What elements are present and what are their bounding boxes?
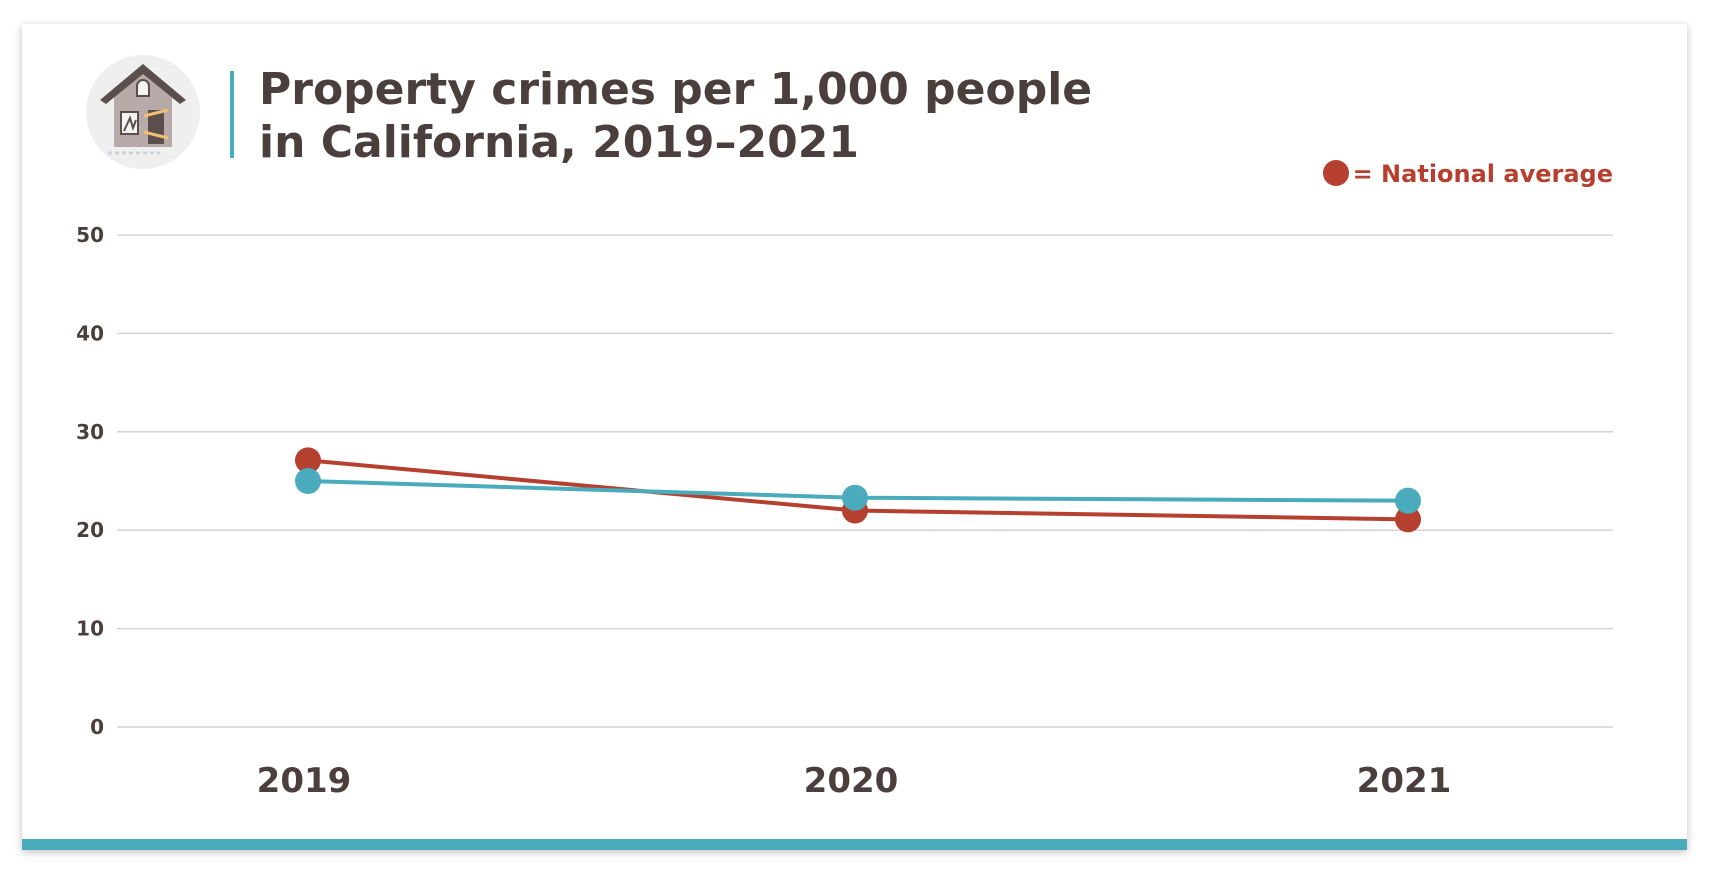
point-national-2019 <box>295 447 321 474</box>
chart-title-line-2: in California, 2019–2021 <box>259 117 859 168</box>
y-tick-label-0: 0 <box>90 715 104 739</box>
chart-title-line-1: Property crimes per 1,000 people <box>259 64 1092 115</box>
y-tick-label-50: 50 <box>76 223 104 247</box>
point-california-2020 <box>842 484 868 511</box>
x-tick-label-2021: 2021 <box>1357 761 1452 801</box>
legend-label-national: = National average <box>1353 160 1613 188</box>
legend-marker-national <box>1323 160 1349 186</box>
broken-house-icon <box>86 55 200 169</box>
y-tick-label-40: 40 <box>76 321 104 345</box>
point-california-2019 <box>295 468 321 494</box>
x-tick-label-2020: 2020 <box>804 761 899 801</box>
footer-accent-bar <box>22 839 1687 850</box>
legend: = National average <box>1323 160 1613 188</box>
point-national-2021 <box>1395 506 1421 533</box>
point-california-2021 <box>1395 487 1421 514</box>
y-tick-label-20: 20 <box>76 518 104 542</box>
chart-card <box>22 24 1687 850</box>
y-tick-label-30: 30 <box>76 420 104 444</box>
x-tick-label-2019: 2019 <box>257 761 352 801</box>
y-tick-label-10: 10 <box>76 617 104 641</box>
